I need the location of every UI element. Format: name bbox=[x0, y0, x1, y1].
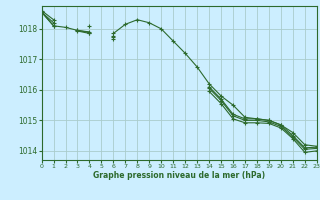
X-axis label: Graphe pression niveau de la mer (hPa): Graphe pression niveau de la mer (hPa) bbox=[93, 171, 265, 180]
